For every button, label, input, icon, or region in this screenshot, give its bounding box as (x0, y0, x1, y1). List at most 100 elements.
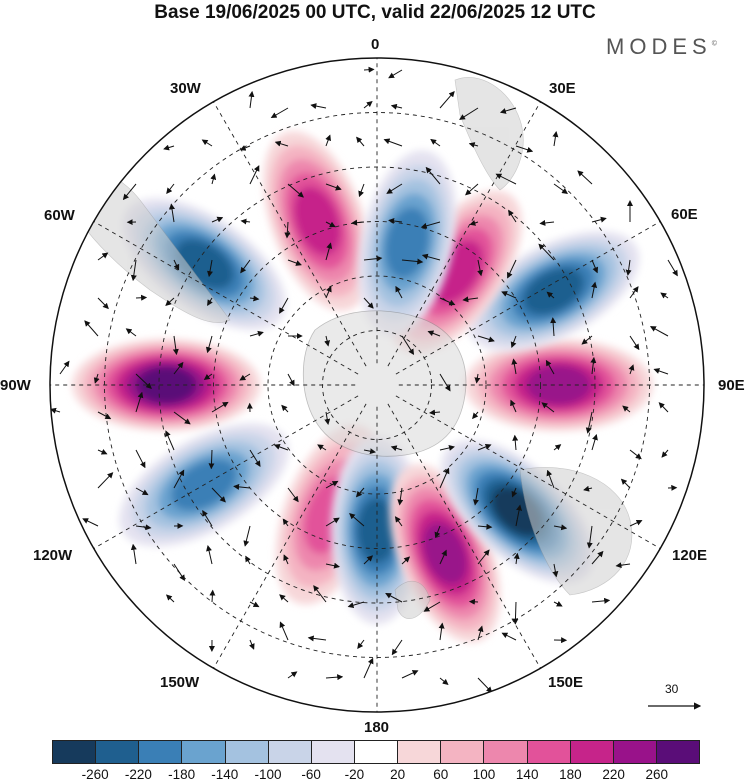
lon-label-120w: 120W (33, 547, 73, 564)
wind-vector (546, 469, 555, 489)
lon-label-60e: 60E (671, 206, 698, 223)
wind-vector (82, 518, 99, 527)
wind-vector (349, 513, 365, 527)
wind-vector (539, 219, 555, 226)
wind-vector (93, 373, 100, 384)
wind-vector (173, 563, 186, 582)
wind-vector (205, 335, 213, 354)
wind-vector (462, 296, 479, 303)
negative-anomaly (467, 231, 640, 352)
wind-vector (249, 295, 260, 302)
wind-vector (423, 601, 441, 612)
wind-vector (468, 142, 479, 148)
wind-vector (459, 107, 479, 120)
lon-label-0: 0 (371, 36, 380, 53)
wind-vector (169, 203, 176, 223)
wind-vector (628, 364, 635, 375)
wind-vector (515, 145, 534, 153)
wind-vector (439, 467, 450, 489)
lon-label-150e: 150E (548, 674, 584, 691)
wind-vector (84, 320, 99, 337)
wind-vector (553, 444, 562, 451)
wind-vector (324, 411, 331, 425)
wind-vector (130, 259, 137, 282)
wind-vector (439, 549, 447, 565)
wind-vector (97, 472, 114, 489)
wind-vector (239, 373, 251, 381)
wind-vector (211, 401, 229, 413)
brand-logo: MODES© (606, 34, 717, 60)
wind-vector (287, 183, 304, 198)
colorbar-tick-label: 180 (559, 767, 582, 782)
wind-vector (501, 632, 517, 641)
wind-vector (510, 399, 517, 413)
wind-vector (660, 292, 669, 299)
wind-vector (97, 252, 109, 261)
wind-vector (135, 373, 152, 389)
colorbar-swatch (484, 741, 528, 763)
wind-vector (591, 550, 604, 565)
wind-vector (135, 487, 149, 496)
wind-vector (358, 183, 365, 198)
latitude-circle (267, 275, 487, 495)
wind-vector (211, 216, 224, 223)
wind-vector (347, 601, 365, 609)
latitude-circle (158, 166, 596, 604)
wind-vector (281, 404, 289, 413)
wind-vector (401, 670, 419, 679)
wind-vector (620, 478, 631, 489)
positive-anomaly (72, 339, 261, 431)
wind-vector (287, 487, 299, 503)
wind-vector (211, 487, 226, 503)
wind-vector (273, 444, 289, 451)
wind-vector (325, 674, 344, 681)
wind-vector (173, 259, 180, 271)
wind-vector (439, 297, 456, 306)
wind-vector (386, 183, 403, 194)
wind-vector (388, 218, 403, 224)
wind-vector (538, 243, 555, 261)
africa-tip-shape (454, 77, 524, 191)
wind-vector (474, 373, 481, 384)
wind-vector (501, 291, 517, 299)
graticule (50, 58, 704, 712)
wind-vector (511, 487, 518, 498)
wind-vector (325, 562, 340, 569)
wind-vector (363, 66, 375, 73)
wind-vector (249, 330, 264, 337)
wind-vector (240, 259, 251, 274)
wind-vector (515, 504, 522, 527)
anomaly-field (72, 131, 653, 643)
lon-label-90w: 90W (0, 377, 31, 394)
wind-vector (59, 360, 70, 375)
wind-vector (287, 373, 295, 387)
wind-vector (279, 594, 289, 603)
anomaly-contour (526, 365, 592, 405)
lon-label-180: 180 (364, 719, 390, 736)
wind-vector (546, 291, 555, 299)
colorbar-swatch (268, 741, 312, 763)
wind-vector (385, 593, 403, 603)
wind-vector (661, 449, 669, 458)
colorbar-tick-label: -60 (301, 767, 321, 782)
wind-vector (439, 373, 451, 392)
lon-label-90e: 90E (718, 377, 745, 394)
wind-vector (313, 585, 327, 603)
colorbar-tick-label: 140 (515, 767, 539, 782)
wind-vector (477, 523, 493, 530)
wind-vector (325, 134, 331, 147)
polar-map (49, 57, 705, 713)
wind-vectors (50, 66, 678, 693)
wind-vector (394, 516, 403, 527)
wind-vector (325, 285, 332, 299)
wind-vector (401, 258, 424, 265)
wind-vector (243, 525, 251, 547)
wind-vector (270, 107, 289, 119)
wind-vector (469, 220, 479, 226)
wind-vector (591, 597, 611, 604)
wind-vector (279, 297, 289, 314)
wind-vector (357, 639, 365, 649)
meridian-line (213, 403, 367, 669)
wind-vector (202, 510, 213, 527)
wind-vector (545, 359, 555, 375)
